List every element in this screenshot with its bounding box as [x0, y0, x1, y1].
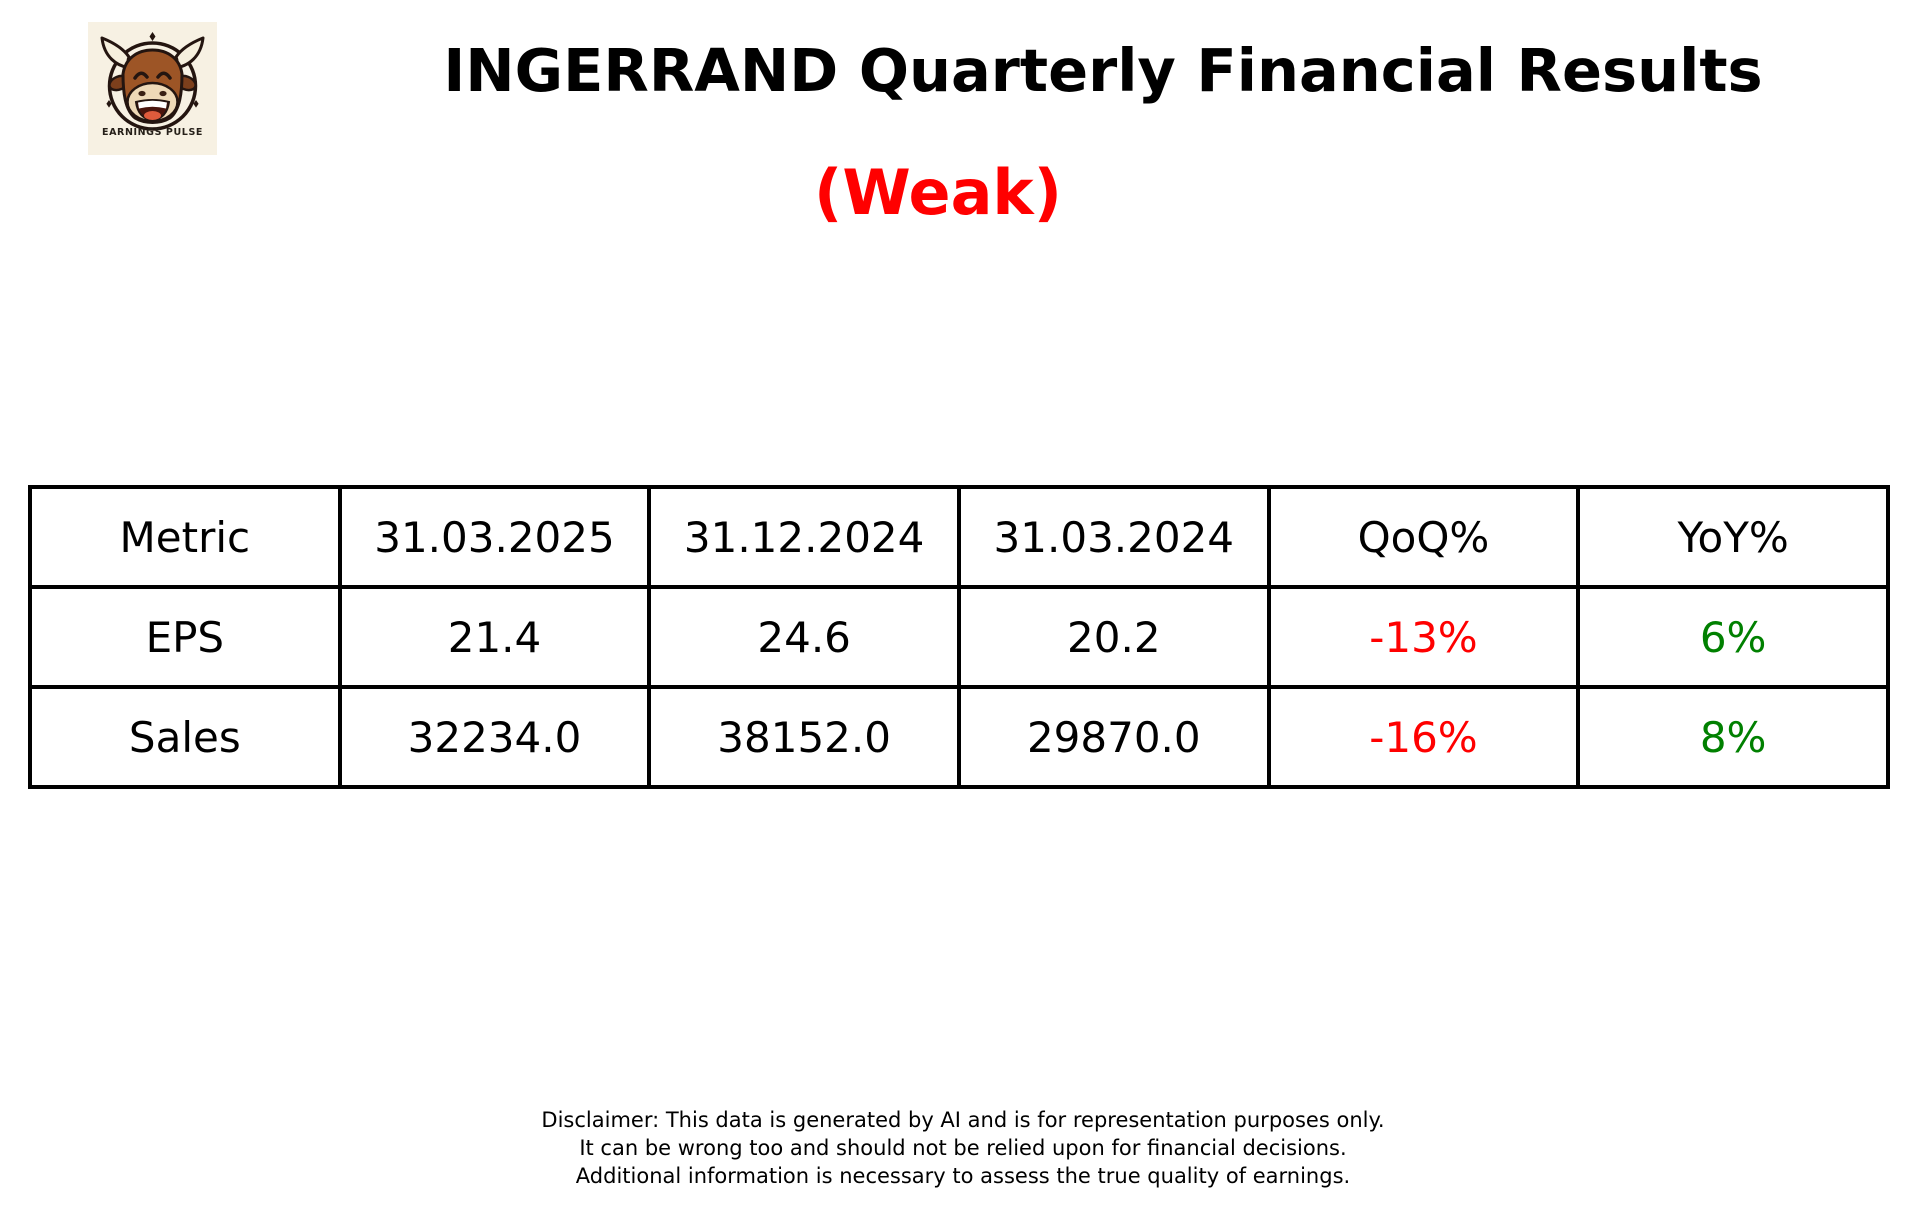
metric-cell: EPS	[28, 585, 342, 689]
earnings-pulse-logo: EARNINGS PULSE	[88, 22, 217, 155]
column-header-qoq: QoQ%	[1266, 485, 1581, 589]
verdict-label: (Weak)	[814, 156, 1062, 229]
value-cell: 29870.0	[956, 685, 1271, 789]
financial-results-table: Metric 31.03.2025 31.12.2024 31.03.2024 …	[28, 485, 1890, 789]
value-cell: 38152.0	[647, 685, 961, 789]
disclaimer-line: Additional information is necessary to a…	[575, 1164, 1351, 1188]
yoy-cell: 8%	[1576, 685, 1890, 789]
yoy-cell: 6%	[1576, 585, 1890, 689]
value-cell: 21.4	[337, 585, 652, 689]
qoq-cell: -16%	[1266, 685, 1581, 789]
bull-nostrils	[138, 90, 167, 97]
value-cell: 32234.0	[337, 685, 652, 789]
column-header-q2: 31.12.2024	[647, 485, 961, 589]
value-cell: 20.2	[956, 585, 1271, 689]
bull-eyes	[133, 71, 172, 80]
table-row-eps: EPS 21.4 24.6 20.2 -13% 6%	[28, 585, 1890, 689]
bull-mouth	[134, 99, 171, 122]
qoq-cell: -13%	[1266, 585, 1581, 689]
disclaimer-text: Disclaimer: This data is generated by AI…	[541, 1106, 1384, 1190]
metric-cell: Sales	[28, 685, 342, 789]
column-header-q3: 31.03.2024	[956, 485, 1271, 589]
disclaimer-line: Disclaimer: This data is generated by AI…	[541, 1108, 1385, 1132]
column-header-metric: Metric	[28, 485, 342, 589]
column-header-q1: 31.03.2025	[337, 485, 652, 589]
disclaimer-line: It can be wrong too and should not be re…	[579, 1136, 1347, 1160]
table-row-sales: Sales 32234.0 38152.0 29870.0 -16% 8%	[28, 685, 1890, 789]
page-title: INGERRAND Quarterly Financial Results	[443, 36, 1763, 105]
value-cell: 24.6	[647, 585, 961, 689]
column-header-yoy: YoY%	[1576, 485, 1890, 589]
logo-brand-text: EARNINGS PULSE	[102, 127, 203, 138]
table-header-row: Metric 31.03.2025 31.12.2024 31.03.2024 …	[28, 485, 1890, 589]
